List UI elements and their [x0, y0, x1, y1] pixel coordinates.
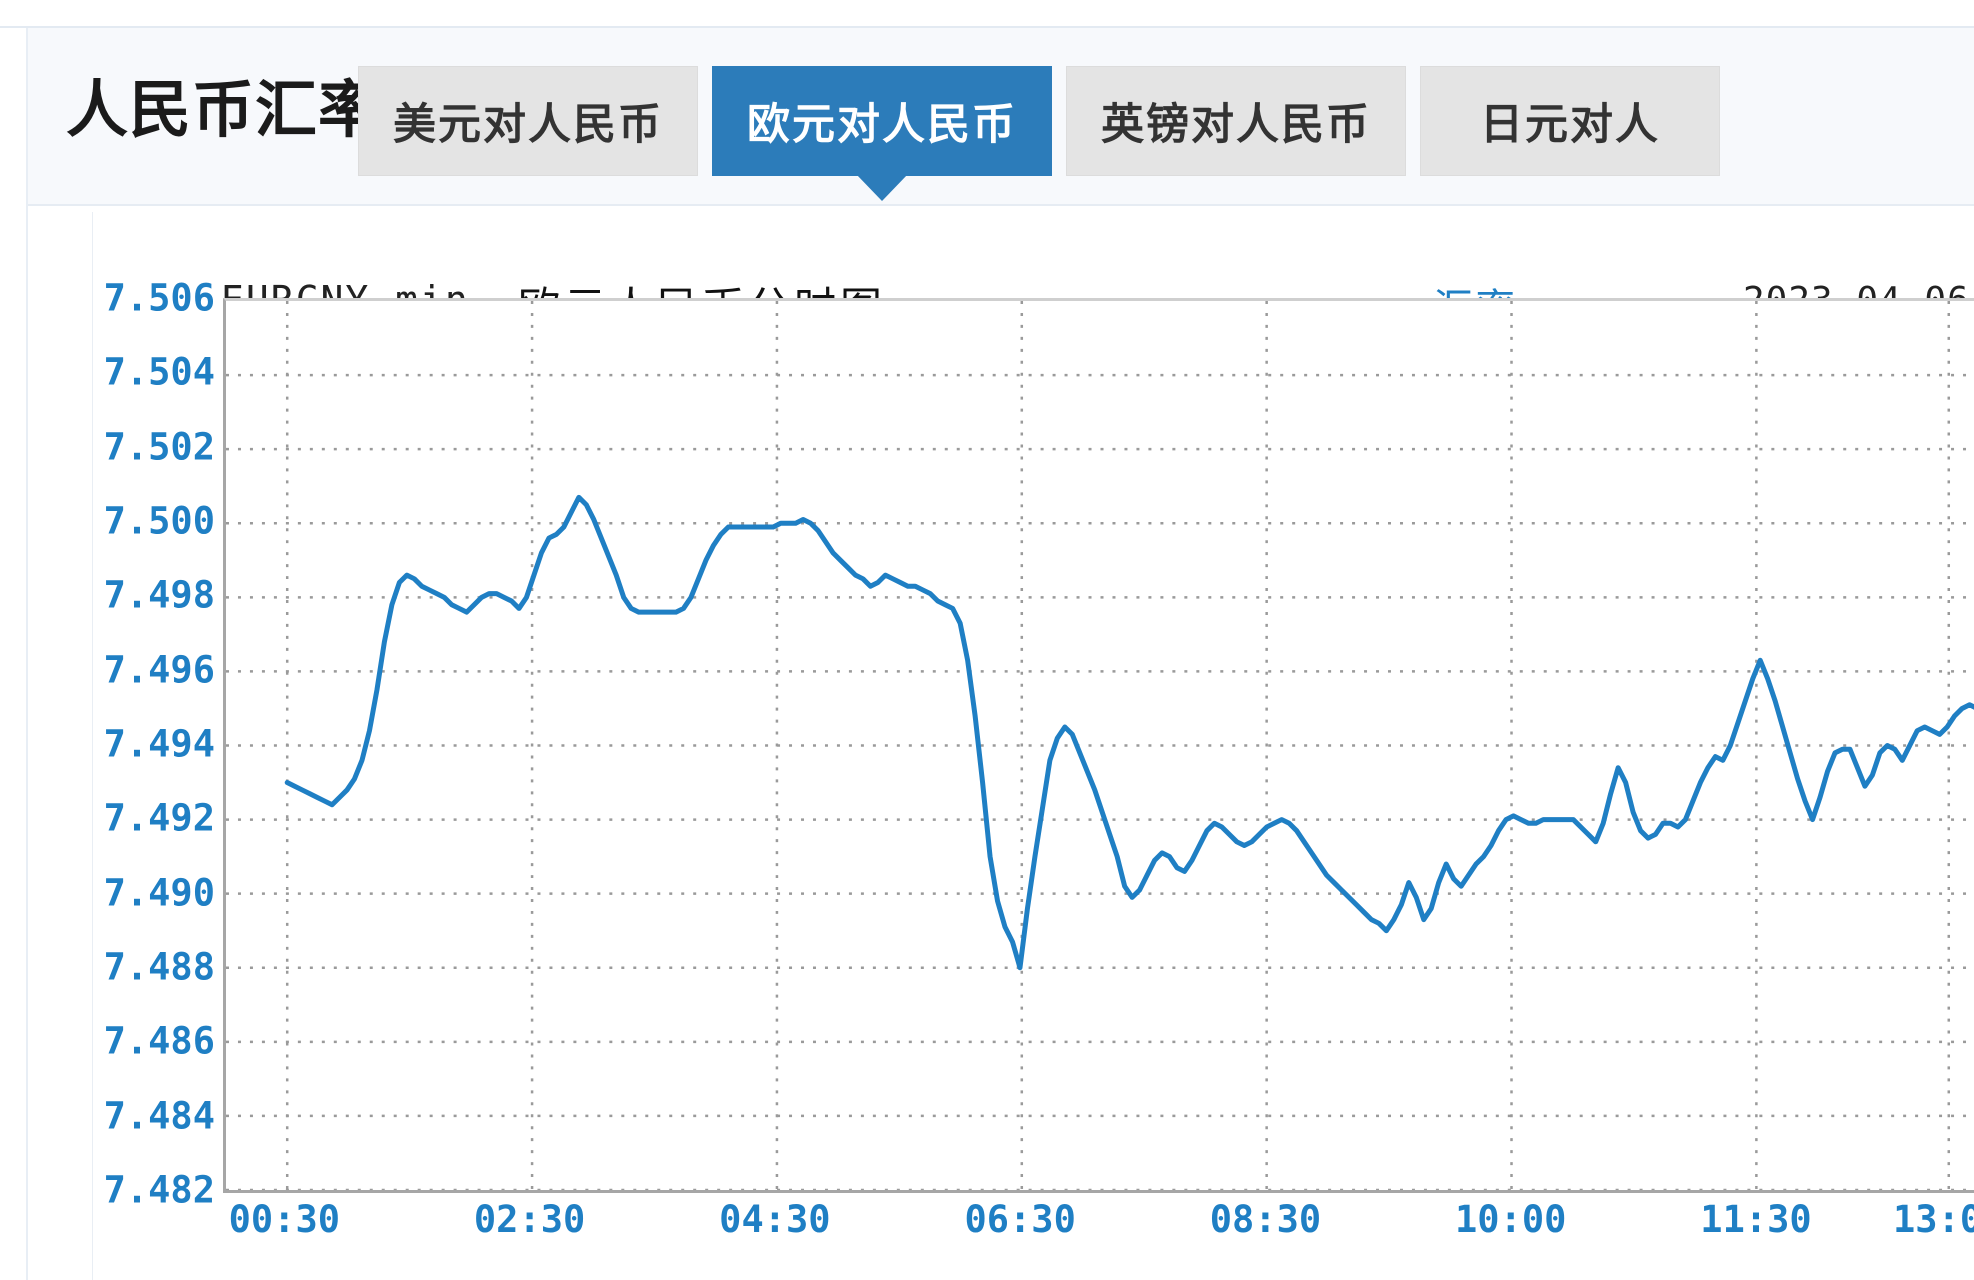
x-axis-tick: 11:30 — [1700, 1198, 1812, 1241]
x-axis-tick: 06:30 — [964, 1198, 1076, 1241]
x-axis: 00:30 02:30 04:30 06:30 08:30 10:00 11:30 13:00 — [223, 1198, 1974, 1258]
y-axis-tick: 7.484 — [103, 1094, 215, 1138]
y-axis-tick: 7.500 — [103, 499, 215, 543]
y-axis-tick: 7.490 — [103, 871, 215, 915]
y-axis-tick: 7.492 — [103, 796, 215, 840]
x-axis-tick: 08:30 — [1209, 1198, 1322, 1241]
tab-eur-cny-label: 欧元对人民币 — [747, 101, 1017, 149]
page-title: 人民币汇率 — [66, 76, 382, 145]
left-rail-divider — [26, 28, 28, 1280]
y-axis-tick: 7.506 — [103, 276, 215, 320]
tab-usd-cny[interactable]: 美元对人民币 — [358, 66, 698, 176]
page-header: 人民币汇率 美元对人民币 欧元对人民币 英镑对人民币 日元对人 — [28, 28, 1974, 206]
y-axis-tick: 7.504 — [103, 350, 215, 394]
y-axis-tick: 7.482 — [103, 1168, 215, 1212]
tab-jpy-cny-label: 日元对人 — [1480, 101, 1660, 149]
vertical-gridlines — [285, 301, 1951, 1190]
x-axis-tick: 13:00 — [1893, 1198, 1974, 1241]
tab-eur-cny[interactable]: 欧元对人民币 — [712, 66, 1052, 176]
x-axis-line — [223, 1190, 1974, 1193]
y-axis: 7.506 7.504 7.502 7.500 7.498 7.496 7.494 7.492… — [93, 277, 215, 1212]
series-line-rate — [284, 494, 1974, 971]
y-axis-tick: 7.488 — [103, 945, 215, 989]
x-axis-tick: 02:30 — [473, 1198, 586, 1241]
y-axis-tick: 7.494 — [103, 722, 215, 766]
header-divider — [28, 204, 1974, 206]
x-axis-tick: 04:30 — [719, 1198, 831, 1241]
tab-usd-cny-label: 美元对人民币 — [393, 101, 663, 149]
x-axis-tick: 10:00 — [1455, 1198, 1567, 1241]
y-axis-tick: 7.486 — [103, 1019, 215, 1063]
y-axis-tick: 7.502 — [103, 425, 215, 469]
y-axis-tick: 7.498 — [103, 573, 215, 617]
plot-area[interactable] — [223, 298, 1974, 1190]
y-axis-tick: 7.496 — [103, 648, 215, 692]
chart-panel: EURCNY min 欧元人民币分时图 汇率 2023-04-06 14 7.5… — [92, 212, 1974, 1280]
plot-wrapper: 7.506 7.504 7.502 7.500 7.498 7.496 7.494 7.492… — [93, 277, 1974, 1280]
tab-gbp-cny[interactable]: 英镑对人民币 — [1066, 66, 1406, 176]
rate-line-chart — [226, 301, 1974, 1190]
top-divider — [0, 26, 1974, 28]
tab-jpy-cny[interactable]: 日元对人 — [1420, 66, 1720, 176]
horizontal-gridlines — [226, 373, 1974, 1190]
tab-gbp-cny-label: 英镑对人民币 — [1101, 101, 1371, 149]
x-axis-tick: 00:30 — [228, 1198, 341, 1241]
currency-tab-bar: 美元对人民币 欧元对人民币 英镑对人民币 日元对人 — [358, 66, 1720, 186]
chart-header — [93, 212, 1974, 284]
